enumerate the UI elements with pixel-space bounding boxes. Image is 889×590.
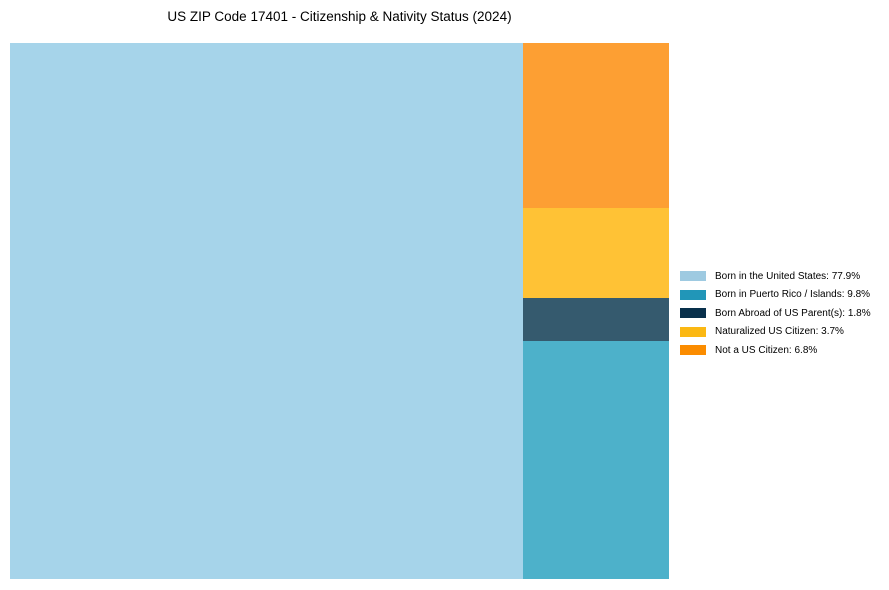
tile-born-puerto-rico bbox=[523, 341, 669, 579]
legend-item: Born in Puerto Rico / Islands: 9.8% bbox=[680, 286, 871, 305]
tile-born-in-us bbox=[10, 43, 524, 579]
tile-not-citizen bbox=[523, 43, 669, 208]
legend-label: Not a US Citizen: 6.8% bbox=[715, 344, 818, 356]
tile-naturalized bbox=[523, 207, 669, 298]
chart-title: US ZIP Code 17401 - Citizenship & Nativi… bbox=[167, 9, 512, 24]
legend-swatch bbox=[680, 289, 706, 300]
legend-item: Born in the United States: 77.9% bbox=[680, 267, 871, 286]
legend-label: Naturalized US Citizen: 3.7% bbox=[715, 326, 844, 338]
legend-item: Born Abroad of US Parent(s): 1.8% bbox=[680, 304, 871, 323]
legend-label: Born in the United States: 77.9% bbox=[715, 270, 861, 282]
legend-swatch bbox=[680, 308, 706, 319]
tile-born-abroad bbox=[523, 297, 669, 342]
legend-item: Not a US Citizen: 6.8% bbox=[680, 341, 871, 360]
legend-label: Born Abroad of US Parent(s): 1.8% bbox=[715, 307, 871, 319]
legend-swatch bbox=[680, 345, 706, 356]
legend-swatch bbox=[680, 326, 706, 337]
legend-label: Born in Puerto Rico / Islands: 9.8% bbox=[715, 289, 871, 301]
legend-item: Naturalized US Citizen: 3.7% bbox=[680, 323, 871, 342]
legend-swatch bbox=[680, 271, 706, 282]
legend: Born in the United States: 77.9% Born in … bbox=[680, 267, 871, 360]
